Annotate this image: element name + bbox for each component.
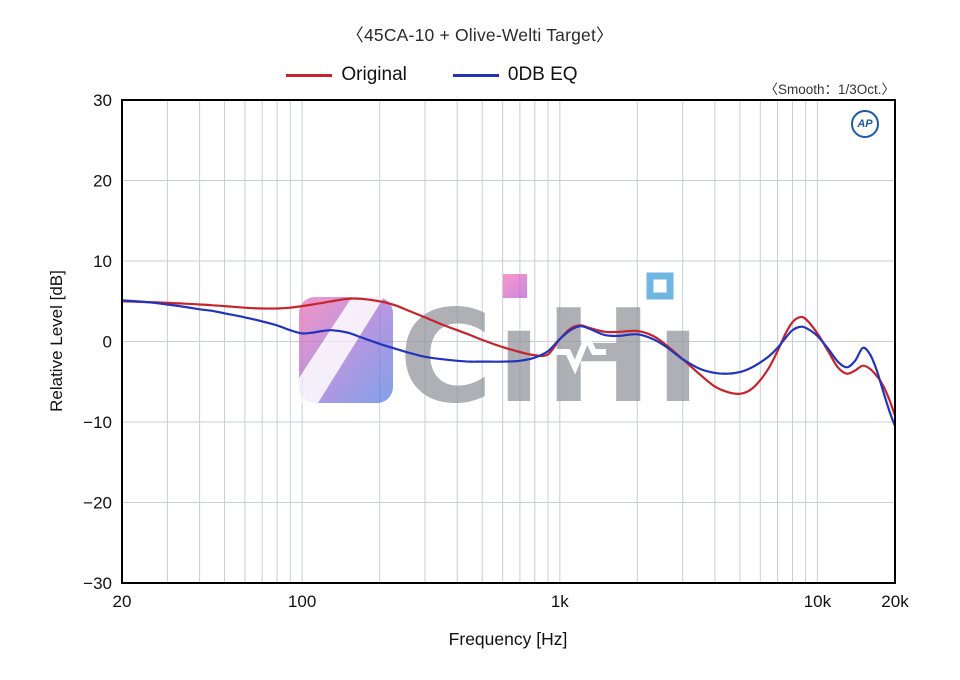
legend-label-original: Original xyxy=(341,64,407,85)
series-curve-1 xyxy=(120,299,897,428)
smoothing-note: 〈Smooth：1/3Oct.〉 xyxy=(764,82,895,97)
x-tick-label: 100 xyxy=(288,592,316,611)
y-tick-label: 10 xyxy=(93,252,112,271)
y-axis-title: Relative Level [dB] xyxy=(47,270,66,412)
audio-precision-logo: AP xyxy=(851,110,879,138)
y-tick-label: 20 xyxy=(93,172,112,191)
x-tick-label: 1k xyxy=(551,592,569,611)
y-tick-label: 30 xyxy=(93,91,112,110)
watermark-waveform xyxy=(556,330,606,375)
legend-item-original: Original xyxy=(286,64,407,86)
x-tick-label: 20 xyxy=(113,592,132,611)
x-axis-title: Frequency [Hz] xyxy=(448,629,568,649)
y-tick-label: −20 xyxy=(83,494,112,513)
series-curves xyxy=(120,297,897,428)
plot-frame xyxy=(121,99,896,584)
legend-line-swatch-original xyxy=(286,73,333,77)
legend-line-swatch-0db-eq xyxy=(452,73,499,77)
plot-border xyxy=(121,99,896,584)
watermark-text: CıHı xyxy=(399,283,704,432)
x-tick-label: 10k xyxy=(804,592,832,611)
chart-title: 〈45CA-10 + Olive-Welti Target〉 xyxy=(346,25,614,45)
watermark-blue-dot xyxy=(646,272,674,300)
legend-label-0db-eq: 0DB EQ xyxy=(507,64,578,85)
y-tick-label: −10 xyxy=(83,413,112,432)
watermark-zero-slash xyxy=(299,297,384,403)
y-tick-label: 0 xyxy=(103,333,112,352)
legend: Original 0DB EQ xyxy=(0,64,912,86)
watermark-logo: CıHı xyxy=(299,272,704,432)
watermark-pink-dot xyxy=(503,274,527,298)
x-tick-label: 20k xyxy=(881,592,909,611)
series-curve-0 xyxy=(120,297,897,417)
legend-item-0db-eq: 0DB EQ xyxy=(452,64,578,86)
audio-precision-logo-text: AP xyxy=(857,118,873,130)
y-tick-label: −30 xyxy=(83,574,112,593)
